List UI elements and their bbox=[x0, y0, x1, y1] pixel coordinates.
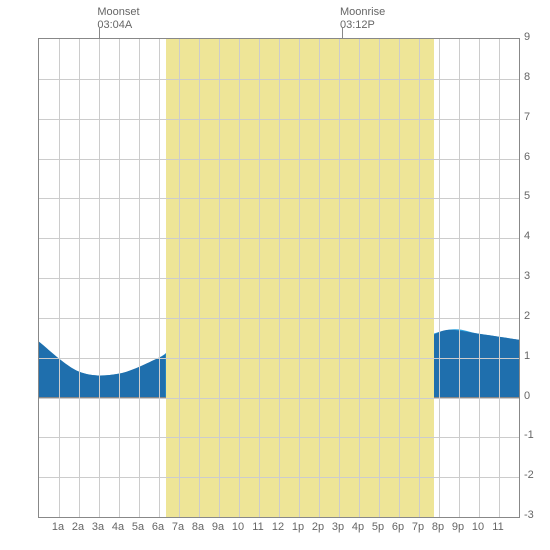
y-tick-label: 0 bbox=[524, 390, 544, 402]
vgrid-line bbox=[379, 39, 380, 517]
y-tick-label: 9 bbox=[524, 31, 544, 43]
vgrid-line bbox=[399, 39, 400, 517]
vgrid-line bbox=[319, 39, 320, 517]
y-tick-label: 3 bbox=[524, 270, 544, 282]
vgrid-line bbox=[439, 39, 440, 517]
x-tick-label: 7p bbox=[408, 521, 428, 533]
y-tick-label: 1 bbox=[524, 350, 544, 362]
y-tick-label: -2 bbox=[524, 469, 544, 481]
y-tick-label: 6 bbox=[524, 151, 544, 163]
x-tick-label: 9p bbox=[448, 521, 468, 533]
vgrid-line bbox=[459, 39, 460, 517]
x-tick-label: 5a bbox=[128, 521, 148, 533]
vgrid-line bbox=[279, 39, 280, 517]
vgrid-line bbox=[239, 39, 240, 517]
moon-marker-time: 03:04A bbox=[97, 19, 139, 32]
vgrid-line bbox=[79, 39, 80, 517]
x-tick-label: 3a bbox=[88, 521, 108, 533]
moon-marker-time: 03:12P bbox=[340, 19, 385, 32]
vgrid-line bbox=[179, 39, 180, 517]
x-tick-label: 4p bbox=[348, 521, 368, 533]
x-tick-label: 10 bbox=[468, 521, 488, 533]
plot-area bbox=[38, 38, 520, 518]
vgrid-line bbox=[419, 39, 420, 517]
x-tick-label: 6a bbox=[148, 521, 168, 533]
vgrid-line bbox=[219, 39, 220, 517]
x-tick-label: 11 bbox=[488, 521, 508, 533]
x-tick-label: 11 bbox=[248, 521, 268, 533]
tide-chart: -3-2-10123456789 1a2a3a4a5a6a7a8a9a10111… bbox=[0, 0, 550, 550]
x-tick-label: 6p bbox=[388, 521, 408, 533]
y-tick-label: 4 bbox=[524, 230, 544, 242]
vgrid-line bbox=[59, 39, 60, 517]
moon-marker-label: Moonrise03:12P bbox=[340, 6, 385, 32]
y-tick-label: -1 bbox=[524, 429, 544, 441]
moon-marker-label: Moonset03:04A bbox=[97, 6, 139, 32]
vgrid-line bbox=[119, 39, 120, 517]
x-tick-label: 3p bbox=[328, 521, 348, 533]
tide-area-dark bbox=[39, 342, 166, 398]
vgrid-line bbox=[139, 39, 140, 517]
y-tick-label: 2 bbox=[524, 310, 544, 322]
x-tick-label: 5p bbox=[368, 521, 388, 533]
x-tick-label: 4a bbox=[108, 521, 128, 533]
x-tick-label: 10 bbox=[228, 521, 248, 533]
moon-marker-title: Moonset bbox=[97, 6, 139, 19]
vgrid-line bbox=[99, 39, 100, 517]
x-tick-label: 8p bbox=[428, 521, 448, 533]
tide-area-dark bbox=[434, 330, 519, 398]
x-tick-label: 7a bbox=[168, 521, 188, 533]
x-tick-label: 1p bbox=[288, 521, 308, 533]
x-tick-label: 9a bbox=[208, 521, 228, 533]
x-tick-label: 2a bbox=[68, 521, 88, 533]
vgrid-line bbox=[159, 39, 160, 517]
vgrid-line bbox=[499, 39, 500, 517]
vgrid-line bbox=[479, 39, 480, 517]
y-tick-label: 8 bbox=[524, 71, 544, 83]
vgrid-line bbox=[359, 39, 360, 517]
x-tick-label: 2p bbox=[308, 521, 328, 533]
y-tick-label: 5 bbox=[524, 190, 544, 202]
vgrid-line bbox=[299, 39, 300, 517]
x-tick-label: 1a bbox=[48, 521, 68, 533]
x-tick-label: 12 bbox=[268, 521, 288, 533]
vgrid-line bbox=[259, 39, 260, 517]
y-tick-label: -3 bbox=[524, 509, 544, 521]
moon-marker-title: Moonrise bbox=[340, 6, 385, 19]
vgrid-line bbox=[199, 39, 200, 517]
y-tick-label: 7 bbox=[524, 111, 544, 123]
x-tick-label: 8a bbox=[188, 521, 208, 533]
vgrid-line bbox=[339, 39, 340, 517]
